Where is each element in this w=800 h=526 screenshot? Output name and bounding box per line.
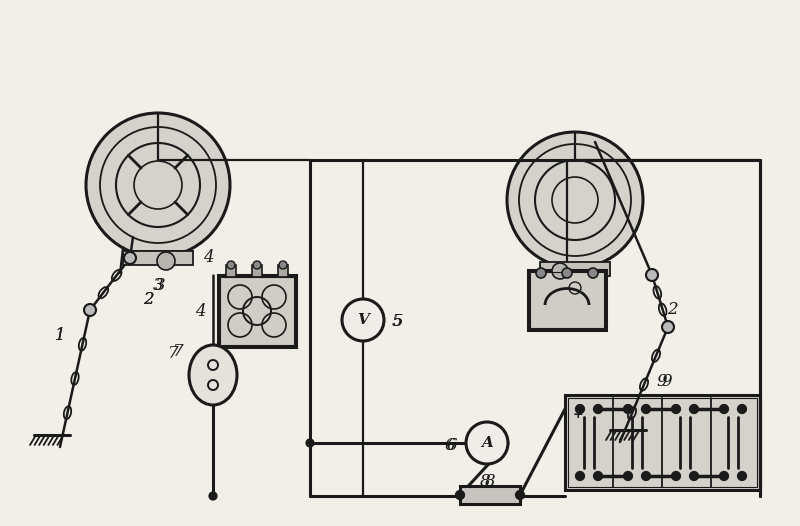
- Circle shape: [690, 405, 698, 413]
- Bar: [123, 251, 193, 265]
- Circle shape: [720, 405, 728, 413]
- Circle shape: [157, 252, 175, 270]
- Circle shape: [594, 405, 602, 413]
- Circle shape: [588, 268, 598, 278]
- Bar: [220, 277, 294, 345]
- Bar: [218, 275, 296, 347]
- Text: A: A: [481, 436, 493, 450]
- Circle shape: [646, 269, 658, 281]
- Circle shape: [562, 268, 572, 278]
- Text: 9: 9: [657, 373, 667, 390]
- Circle shape: [624, 472, 632, 480]
- Circle shape: [672, 472, 680, 480]
- Circle shape: [642, 472, 650, 480]
- Text: 8: 8: [480, 472, 490, 490]
- Circle shape: [672, 405, 680, 413]
- Circle shape: [342, 299, 384, 341]
- Text: 6: 6: [445, 437, 455, 453]
- Text: V: V: [357, 313, 369, 327]
- Bar: [530, 272, 604, 328]
- Circle shape: [457, 491, 463, 499]
- Circle shape: [507, 132, 643, 268]
- Bar: [568, 398, 757, 487]
- Text: 3: 3: [154, 278, 166, 295]
- Text: 5: 5: [393, 313, 403, 330]
- Ellipse shape: [189, 345, 237, 405]
- Text: 7: 7: [173, 343, 183, 360]
- Circle shape: [456, 491, 464, 499]
- Circle shape: [253, 261, 261, 269]
- Text: 3: 3: [153, 277, 163, 294]
- Circle shape: [86, 113, 230, 257]
- Bar: [278, 265, 288, 277]
- Text: +: +: [573, 409, 583, 421]
- Text: 9: 9: [662, 373, 672, 390]
- Circle shape: [306, 440, 314, 447]
- Bar: [252, 265, 262, 277]
- Circle shape: [466, 422, 508, 464]
- Circle shape: [720, 472, 728, 480]
- Bar: [565, 395, 760, 490]
- Circle shape: [662, 321, 674, 333]
- Circle shape: [536, 268, 546, 278]
- Circle shape: [210, 492, 217, 500]
- Text: 8: 8: [485, 472, 495, 490]
- Circle shape: [738, 405, 746, 413]
- Bar: [528, 270, 606, 330]
- Circle shape: [279, 261, 287, 269]
- Circle shape: [642, 405, 650, 413]
- Circle shape: [738, 472, 746, 480]
- Text: 2: 2: [666, 301, 678, 319]
- Text: 2: 2: [142, 291, 154, 309]
- Text: 6: 6: [446, 437, 458, 453]
- Circle shape: [624, 405, 632, 413]
- Circle shape: [576, 472, 584, 480]
- Text: 7: 7: [168, 345, 178, 361]
- Circle shape: [576, 405, 584, 413]
- Text: 4: 4: [202, 249, 214, 267]
- Circle shape: [84, 304, 96, 316]
- Circle shape: [227, 261, 235, 269]
- Text: 1: 1: [54, 327, 66, 343]
- Circle shape: [690, 472, 698, 480]
- Text: 5: 5: [392, 313, 402, 330]
- Text: 1: 1: [54, 327, 66, 343]
- Text: 4: 4: [194, 302, 206, 319]
- Circle shape: [594, 472, 602, 480]
- Circle shape: [516, 491, 524, 499]
- Circle shape: [552, 263, 568, 279]
- Bar: [540, 262, 610, 276]
- Circle shape: [124, 252, 136, 264]
- Bar: [460, 486, 520, 504]
- Bar: [226, 265, 236, 277]
- Text: 2: 2: [142, 291, 154, 309]
